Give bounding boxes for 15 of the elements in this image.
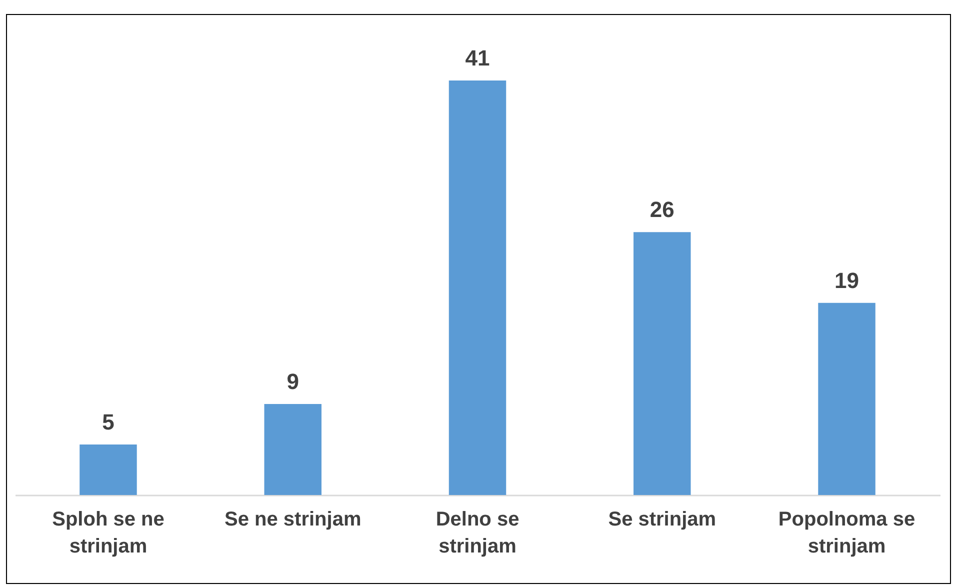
bar bbox=[818, 302, 876, 495]
bar bbox=[634, 232, 691, 495]
data-label: 41 bbox=[465, 45, 490, 70]
x-tick-label: Delno se strinjam bbox=[436, 508, 520, 558]
bar bbox=[264, 404, 322, 495]
x-tick-label: Se ne strinjam bbox=[224, 508, 362, 530]
x-tick-label: Popolnoma se strinjam bbox=[778, 508, 916, 558]
data-label: 9 bbox=[286, 369, 299, 394]
x-tick-label: Sploh se ne strinjam bbox=[52, 508, 164, 558]
data-label: 19 bbox=[834, 268, 860, 293]
data-label: 5 bbox=[102, 409, 114, 434]
bar bbox=[448, 80, 506, 495]
data-label: 26 bbox=[650, 197, 674, 222]
bar bbox=[80, 444, 137, 495]
x-tick-label: Se strinjam bbox=[608, 508, 716, 530]
